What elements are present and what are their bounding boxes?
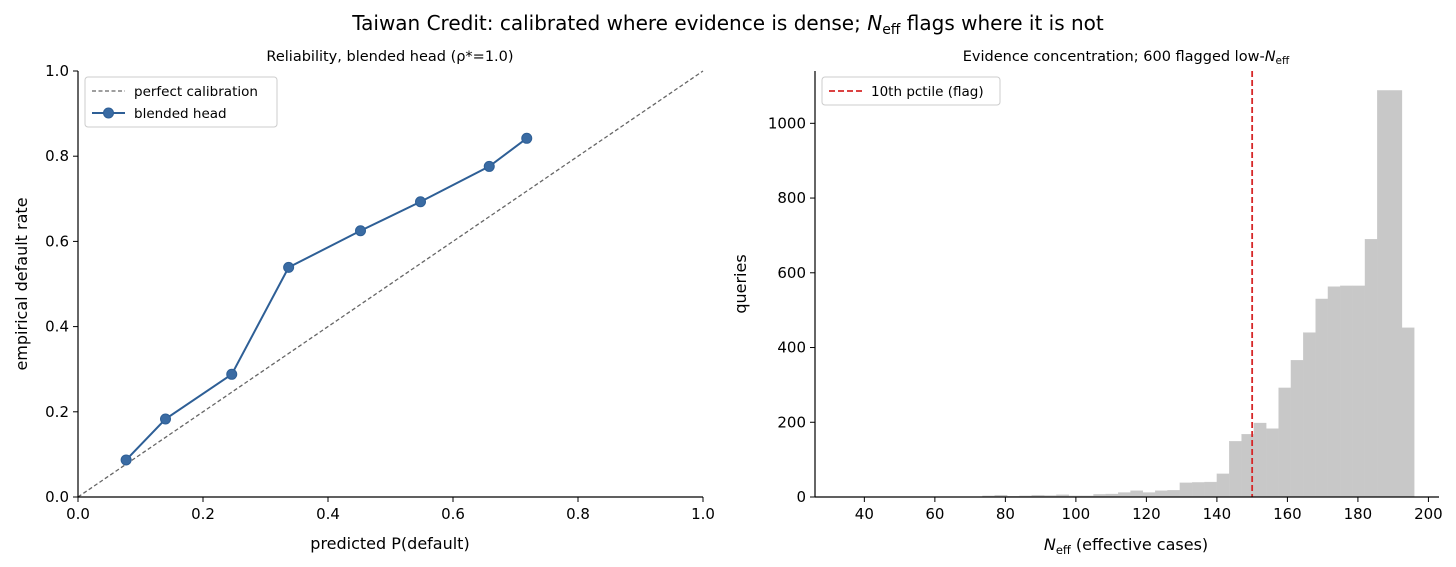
y-tick-label: 1000	[768, 114, 806, 132]
histogram-bar	[1315, 298, 1329, 498]
x-tick-label: 0.4	[316, 505, 340, 523]
legend-marker-blended-head	[103, 107, 114, 119]
reliability-legend: perfect calibration blended head	[84, 76, 278, 128]
suptitle-n: N	[867, 11, 882, 35]
x-tick-label: 0.8	[566, 505, 590, 523]
histogram-bar	[1266, 428, 1279, 498]
x-tick-label: 180	[1344, 505, 1373, 523]
y-tick-label: 0.4	[45, 318, 69, 336]
suptitle-prefix: Taiwan Credit: calibrated where evidence…	[351, 11, 867, 35]
histogram-bar	[1118, 492, 1131, 498]
histogram-bar	[1130, 490, 1144, 498]
y-tick-label: 200	[777, 413, 806, 431]
figure-suptitle: Taiwan Credit: calibrated where evidence…	[351, 11, 1104, 38]
histogram-bar	[1290, 360, 1304, 498]
y-tick-label: 0.0	[45, 488, 69, 506]
y-tick-label: 0.6	[45, 232, 69, 250]
y-tick-label: 800	[777, 189, 806, 207]
blended-head-point	[355, 225, 366, 237]
blended-head-point	[483, 160, 495, 172]
histogram-bar	[1340, 285, 1353, 498]
reliability-chart: Reliability, blended head (ρ*=1.0) 0.0 0.…	[12, 49, 715, 553]
reliability-x-ticks: 0.0 0.2 0.4 0.6 0.8 1.0	[66, 497, 715, 523]
histogram-x-label: Neff (effective cases)	[1044, 535, 1208, 557]
y-tick-label: 400	[777, 339, 806, 357]
histogram-x-label-n: N	[1044, 535, 1056, 554]
histogram-x-ticks: 40 60 80 100 120 140 160 180 200	[855, 497, 1443, 523]
x-tick-label: 1.0	[691, 505, 715, 523]
histogram-bar	[1377, 90, 1390, 498]
x-tick-label: 0.2	[191, 505, 215, 523]
perfect-calibration-line	[77, 70, 704, 498]
y-tick-label: 0	[796, 488, 806, 506]
x-tick-label: 80	[996, 505, 1015, 523]
x-tick-label: 140	[1203, 505, 1232, 523]
reliability-y-ticks: 0.0 0.2 0.4 0.6 0.8 1.0	[45, 62, 78, 506]
histogram-x-label-suffix: (effective cases)	[1071, 535, 1208, 554]
histogram-bars	[982, 90, 1415, 498]
histogram-bar	[1327, 286, 1341, 498]
blended-head-point	[283, 261, 295, 273]
suptitle-suffix: flags where it is not	[900, 11, 1103, 35]
legend-frame	[821, 76, 1001, 106]
histogram-title-prefix: Evidence concentration; 600 flagged low-	[963, 49, 1265, 65]
histogram-bar	[1401, 327, 1415, 498]
x-tick-label: 40	[855, 505, 874, 523]
x-tick-label: 120	[1132, 505, 1161, 523]
blended-head-point	[160, 413, 171, 425]
y-tick-label: 1.0	[45, 62, 69, 80]
histogram-bar	[1253, 422, 1267, 498]
histogram-bar	[1303, 332, 1316, 498]
histogram-bar	[1142, 492, 1156, 498]
legend-frame	[84, 76, 278, 128]
reliability-x-label: predicted P(default)	[310, 534, 469, 553]
x-tick-label: 0.0	[66, 505, 90, 523]
x-tick-label: 160	[1273, 505, 1302, 523]
histogram-y-label: queries	[731, 254, 750, 313]
histogram-legend: 10th pctile (flag)	[821, 76, 1001, 106]
legend-label-perfect-calibration: perfect calibration	[134, 84, 258, 100]
histogram-title-eff: eff	[1276, 55, 1290, 67]
x-tick-label: 0.6	[441, 505, 465, 523]
legend-label-blended-head: blended head	[134, 106, 227, 122]
histogram-bar	[1155, 490, 1168, 498]
histogram-bar	[1167, 490, 1181, 498]
blended-head-point	[521, 132, 533, 144]
histogram-bar	[1216, 473, 1230, 498]
reliability-y-label: empirical default rate	[12, 197, 31, 370]
histogram-bar	[1179, 482, 1193, 498]
histogram-bar	[1278, 387, 1292, 498]
y-tick-label: 0.8	[45, 147, 69, 165]
histogram-bar	[1364, 239, 1378, 498]
x-tick-label: 100	[1062, 505, 1091, 523]
histogram-bar	[1229, 441, 1242, 498]
histogram-bar	[1204, 481, 1218, 498]
x-tick-label: 60	[925, 505, 944, 523]
histogram-bar	[1192, 482, 1205, 498]
blended-head-point	[415, 196, 426, 208]
blended-head-point	[226, 368, 238, 380]
x-tick-label: 200	[1414, 505, 1443, 523]
y-tick-label: 0.2	[45, 403, 69, 421]
blended-head-line	[125, 137, 528, 461]
blended-head-point	[120, 454, 132, 466]
histogram-title-n: N	[1265, 49, 1276, 65]
suptitle-eff: eff	[882, 22, 901, 38]
histogram-y-ticks: 0 200 400 600 800 1000	[768, 114, 815, 506]
histogram-x-label-eff: eff	[1056, 543, 1072, 557]
histogram-bar	[1352, 285, 1366, 498]
legend-label-flag: 10th pctile (flag)	[871, 84, 984, 100]
histogram-bar	[1389, 90, 1403, 498]
histogram-chart: Evidence concentration; 600 flagged low-…	[731, 49, 1443, 557]
histogram-title: Evidence concentration; 600 flagged low-…	[963, 49, 1290, 67]
reliability-plot-area	[77, 70, 704, 498]
reliability-title: Reliability, blended head (ρ*=1.0)	[266, 49, 513, 65]
y-tick-label: 600	[777, 264, 806, 282]
